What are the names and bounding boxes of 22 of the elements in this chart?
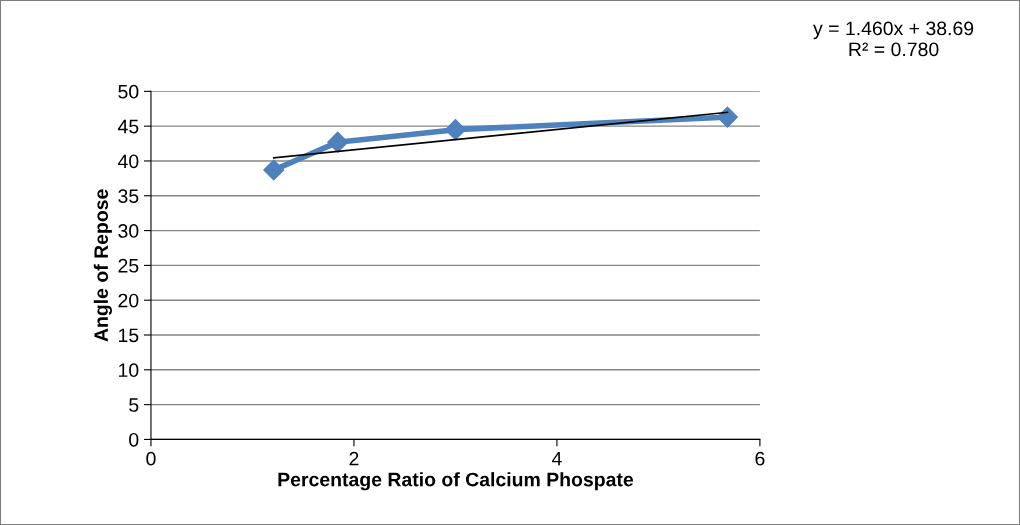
y-tick-label: 50	[118, 84, 139, 99]
y-tick-label: 35	[118, 189, 139, 204]
x-tick-label: 2	[349, 451, 359, 466]
y-tick-label: 30	[118, 224, 139, 238]
x-tick-label: 0	[146, 451, 156, 466]
point	[327, 131, 349, 153]
text: y = 1.460x + 38.69 R² = 0.780	[813, 21, 974, 57]
y-tick-label: 5	[129, 398, 139, 412]
point	[444, 119, 466, 141]
x-tick-label: 6	[755, 451, 765, 466]
y-tick-label: 25	[118, 258, 139, 273]
y-tick-label: 40	[117, 154, 139, 169]
y-tick-label: 45	[117, 119, 139, 134]
point	[716, 106, 738, 128]
y-tick-label: 0	[129, 432, 139, 447]
y-axis-title: Angle of Repose	[93, 189, 112, 342]
y-tick-label: 10	[119, 363, 139, 378]
y-tick-label: 20	[118, 293, 139, 308]
point	[263, 159, 285, 181]
x-tick-label: 4	[551, 451, 562, 466]
y-tick-label: 15	[119, 328, 139, 343]
x-axis-title: Percentage Ratio of Calcium Phospate	[278, 472, 634, 491]
